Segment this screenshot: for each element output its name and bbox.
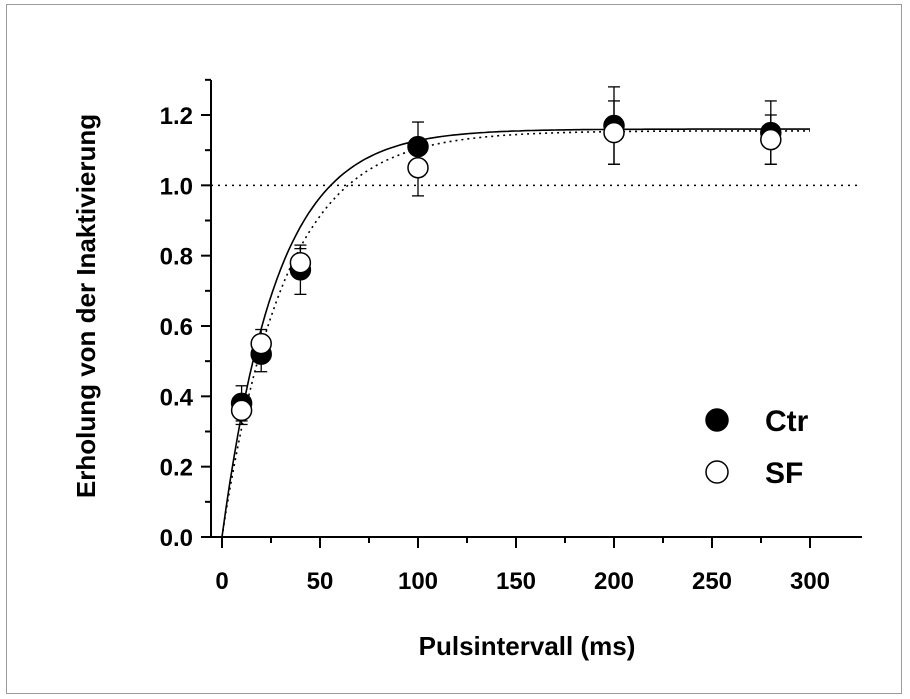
y-tick-label: 0.8 [160, 244, 193, 271]
markers [230, 114, 782, 422]
x-tick-label: 0 [215, 568, 228, 595]
data-point-sf [407, 157, 429, 179]
legend-marker-ctr [705, 408, 729, 432]
data-point-sf [603, 121, 625, 144]
x-tick-label: 100 [398, 568, 438, 595]
y-tick-label: 1.0 [160, 173, 193, 200]
x-ticks: 0 50 100 150 200 250 300 [215, 537, 830, 595]
y-tick-label: 0.6 [160, 314, 193, 341]
x-tick-label: 50 [307, 568, 334, 595]
y-tick-label: 1.2 [160, 103, 193, 130]
data-point-sf [289, 251, 312, 274]
x-tick-label: 150 [496, 568, 536, 595]
legend: Ctr SF [705, 405, 809, 490]
x-tick-label: 250 [692, 568, 732, 595]
fit-lines [221, 128, 810, 538]
fit-curve-sf [221, 130, 810, 538]
figure-frame [6, 4, 902, 694]
y-tick-label: 0.0 [160, 525, 193, 552]
legend-label-sf: SF [765, 457, 803, 490]
legend-label-ctr: Ctr [765, 405, 809, 438]
error-bars [235, 86, 777, 426]
y-ticks: 0.0 0.2 0.4 0.6 0.8 1.0 1.2 [160, 78, 211, 552]
y-axis-title: Erholung von der Inaktivierung [71, 114, 101, 498]
data-point-sf [760, 128, 782, 151]
x-tick-label: 300 [790, 568, 830, 595]
data-point-sf [250, 332, 272, 355]
y-tick-label: 0.4 [160, 384, 194, 411]
x-axis-title: Pulsintervall (ms) [419, 631, 636, 661]
legend-marker-sf [705, 460, 729, 484]
y-tick-label: 0.2 [160, 455, 193, 482]
data-point-ctr [407, 135, 429, 158]
x-tick-label: 200 [594, 568, 634, 595]
fit-curve-ctr [221, 128, 810, 538]
data-point-sf [230, 399, 253, 422]
